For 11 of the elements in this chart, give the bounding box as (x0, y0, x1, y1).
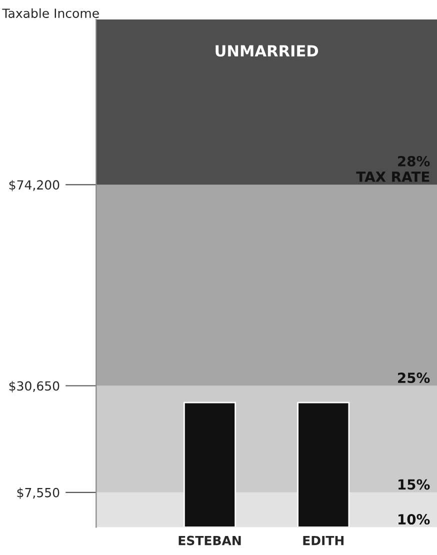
band-label: 15% (398, 479, 430, 490)
band-label: 10% (398, 514, 430, 525)
x-tick-label: ESTEBAN (178, 536, 241, 546)
band-label: 25% (398, 372, 430, 384)
band-label: 28% TAX RATE (356, 156, 430, 182)
x-tick-label: EDITH (303, 536, 344, 546)
y-tick-label: $30,650 (9, 381, 60, 392)
y-tick-label: $74,200 (9, 180, 60, 192)
y-tick-label: $7,550 (17, 488, 60, 499)
text: UNMARRIED (216, 45, 318, 57)
y-axis-title: Taxable Income (2, 8, 99, 18)
